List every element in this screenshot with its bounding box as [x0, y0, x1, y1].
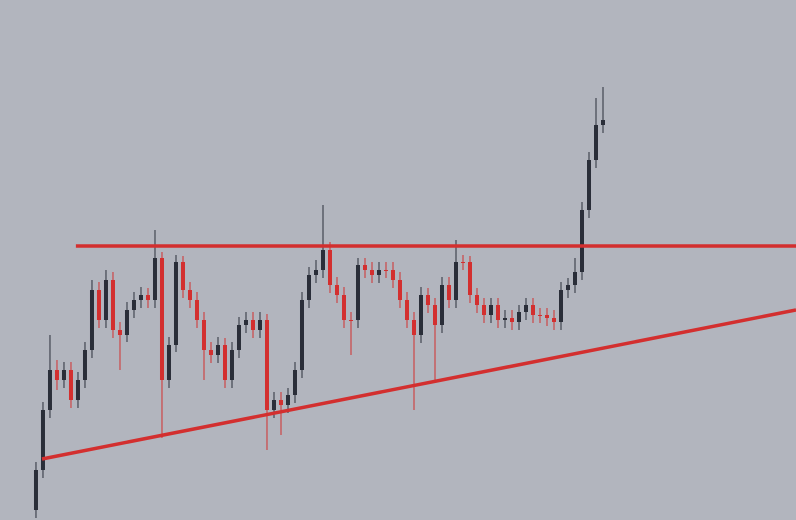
candle-body [117, 330, 122, 335]
candle-body [390, 270, 395, 280]
candle-body [523, 305, 528, 312]
candle-body [257, 320, 262, 330]
candle-body [594, 125, 599, 160]
candle-body [502, 318, 507, 320]
candle-body [145, 295, 150, 300]
candle-body [82, 350, 87, 380]
candle-body [355, 265, 360, 320]
candle-body [545, 315, 550, 318]
candle-body [439, 285, 444, 325]
candle-body [580, 210, 585, 272]
candle-body [215, 345, 220, 355]
candle-body [432, 305, 437, 325]
candle-body [229, 350, 234, 380]
candle-body [552, 318, 557, 322]
candle-body [460, 262, 465, 263]
candle-body [124, 310, 129, 335]
candle-body [40, 410, 45, 470]
candle-body [103, 280, 108, 320]
candle-body [341, 295, 346, 320]
candle-body [418, 295, 423, 335]
candle-body [166, 345, 171, 380]
candle-body [488, 305, 493, 315]
candle-body [313, 270, 318, 275]
candle-body [110, 280, 115, 330]
candle-body [47, 370, 52, 410]
candle-body [243, 320, 248, 325]
trend-line [41, 308, 796, 461]
candle-body [467, 262, 472, 295]
candle-body [446, 285, 451, 300]
candle-body [250, 320, 255, 330]
candle-body [194, 300, 199, 320]
candle-body [411, 320, 416, 335]
candle-body [362, 265, 367, 270]
candle-body [531, 305, 536, 315]
candle-body [285, 395, 290, 405]
candle-body [404, 300, 409, 320]
candle-body [292, 370, 297, 395]
candle-body [573, 272, 578, 285]
candle-body [601, 120, 606, 125]
candle-body [61, 370, 66, 380]
candle-body [559, 290, 564, 322]
candle-body [33, 470, 38, 510]
candle-body [271, 400, 276, 410]
candle-body [299, 300, 304, 370]
candle-body [481, 305, 486, 315]
candle-body [208, 350, 213, 355]
candle-body [201, 320, 206, 350]
candle-body [369, 270, 374, 275]
candle-body [320, 250, 325, 270]
candle-body [68, 370, 73, 400]
candle-body [173, 262, 178, 345]
candle-body [159, 258, 164, 380]
candle-body [566, 285, 571, 290]
candle-body [138, 295, 143, 300]
candle-body [495, 305, 500, 320]
candle-body [89, 290, 94, 350]
candle-body [538, 315, 543, 316]
candle-body [376, 270, 381, 275]
candle-body [236, 325, 241, 350]
candle-body [278, 400, 283, 405]
candle-body [348, 320, 353, 321]
candle-body [383, 270, 388, 271]
candle-body [509, 318, 514, 322]
candle-body [131, 300, 136, 310]
candle-body [264, 320, 269, 410]
candle-body [474, 295, 479, 305]
candle-body [96, 290, 101, 320]
candle-body [75, 380, 80, 400]
candle-body [180, 262, 185, 290]
candle-body [222, 345, 227, 380]
candle-body [334, 285, 339, 295]
candle-body [327, 250, 332, 285]
candle-body [187, 290, 192, 300]
candle-body [306, 275, 311, 300]
candle-body [54, 370, 59, 380]
candle-body [152, 258, 157, 300]
candle-body [587, 160, 592, 210]
candle-body [397, 280, 402, 300]
candle-body [425, 295, 430, 305]
candle-body [516, 312, 521, 322]
candle-body [453, 262, 458, 300]
